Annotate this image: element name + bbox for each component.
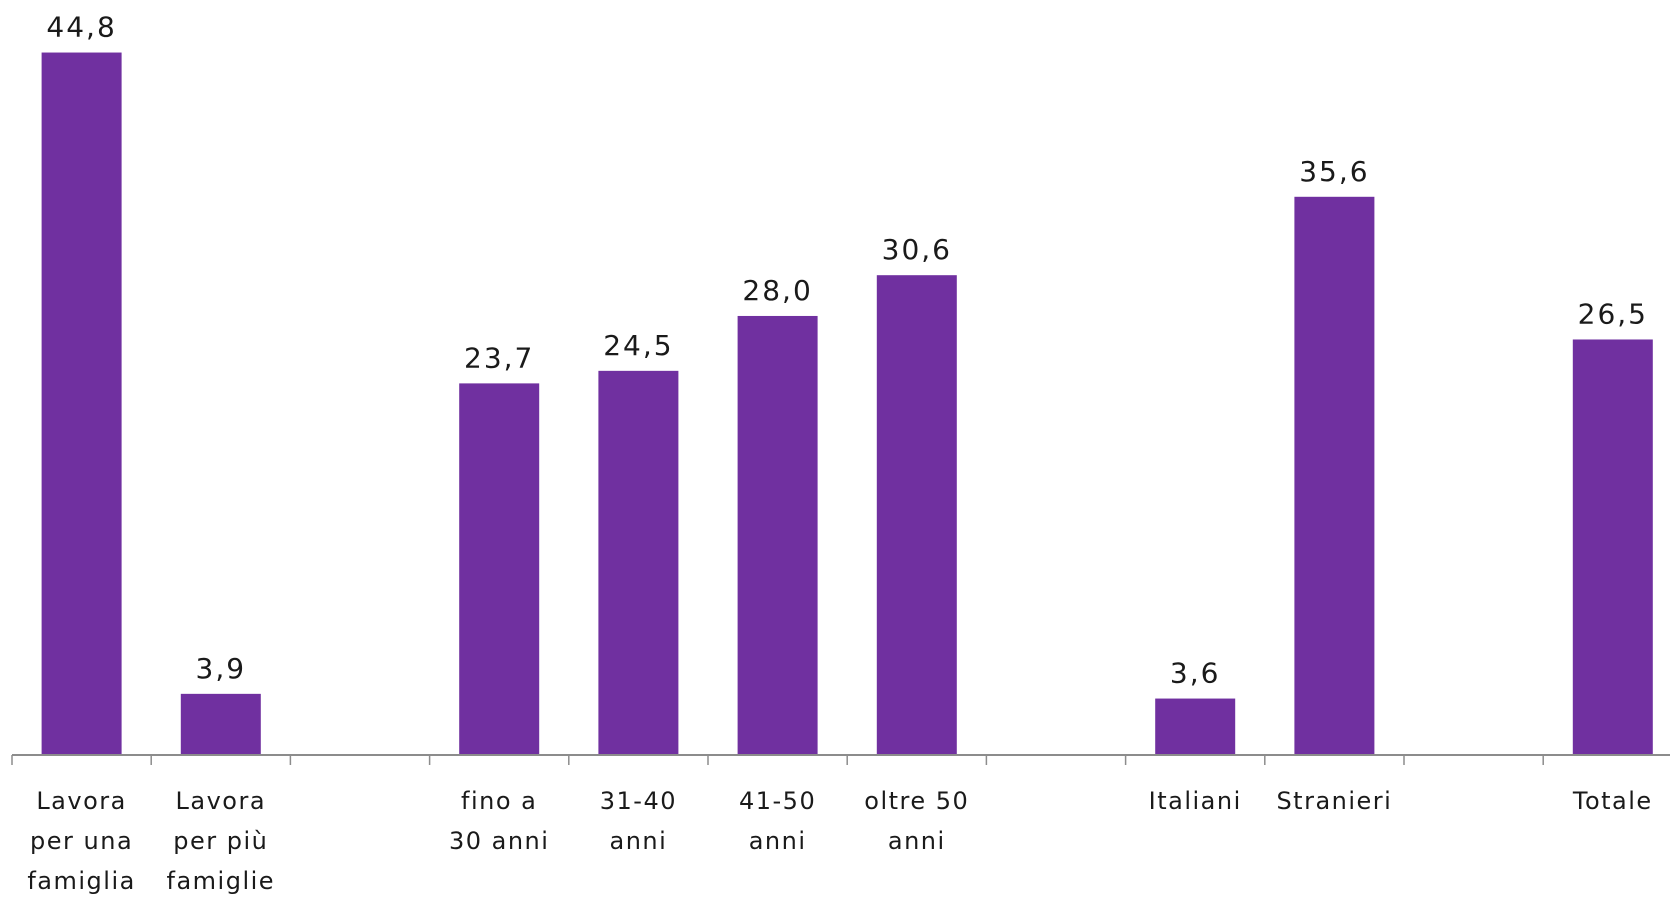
bar bbox=[459, 383, 540, 755]
data-label: 35,6 bbox=[1299, 155, 1369, 188]
bar bbox=[1572, 339, 1653, 755]
bar bbox=[598, 370, 679, 755]
x-axis bbox=[11, 754, 1670, 765]
category-label: per una bbox=[30, 827, 133, 855]
data-label: 3,6 bbox=[1170, 657, 1221, 690]
category-label: famiglia bbox=[27, 867, 135, 895]
category-label: anni bbox=[749, 827, 807, 855]
category-label: Lavora bbox=[176, 787, 267, 815]
bars-layer bbox=[41, 52, 1653, 756]
bar bbox=[1155, 698, 1236, 755]
bar bbox=[876, 275, 957, 755]
category-label: anni bbox=[888, 827, 946, 855]
bar bbox=[41, 52, 122, 755]
category-label: Lavora bbox=[36, 787, 127, 815]
bar bbox=[737, 315, 818, 755]
category-label: 30 anni bbox=[449, 827, 549, 855]
category-label: Totale bbox=[1572, 787, 1653, 815]
category-label: 41-50 bbox=[739, 787, 816, 815]
category-label: famiglie bbox=[167, 867, 276, 895]
category-label: per più bbox=[173, 827, 268, 855]
data-label: 44,8 bbox=[46, 11, 116, 44]
bar bbox=[1294, 196, 1375, 756]
data-label: 24,5 bbox=[603, 329, 673, 362]
category-label: oltre 50 bbox=[864, 787, 969, 815]
category-label: Stranieri bbox=[1276, 787, 1392, 815]
category-label: Italiani bbox=[1149, 787, 1242, 815]
data-label: 3,9 bbox=[196, 652, 247, 685]
bar bbox=[180, 693, 261, 755]
category-label: 31-40 bbox=[600, 787, 677, 815]
data-label: 23,7 bbox=[464, 341, 534, 374]
category-label: fino a bbox=[461, 787, 537, 815]
data-label: 28,0 bbox=[742, 274, 812, 307]
value-labels-layer: 44,8 3,9 23,7 24,5 28,0 30,6 3,6 35,6 26,5 bbox=[46, 11, 1648, 690]
data-label: 26,5 bbox=[1578, 297, 1648, 330]
category-labels-layer: Lavora per una famiglia Lavora per più famigl… bbox=[27, 787, 1653, 895]
category-label: anni bbox=[610, 827, 668, 855]
data-label: 30,6 bbox=[882, 233, 952, 266]
